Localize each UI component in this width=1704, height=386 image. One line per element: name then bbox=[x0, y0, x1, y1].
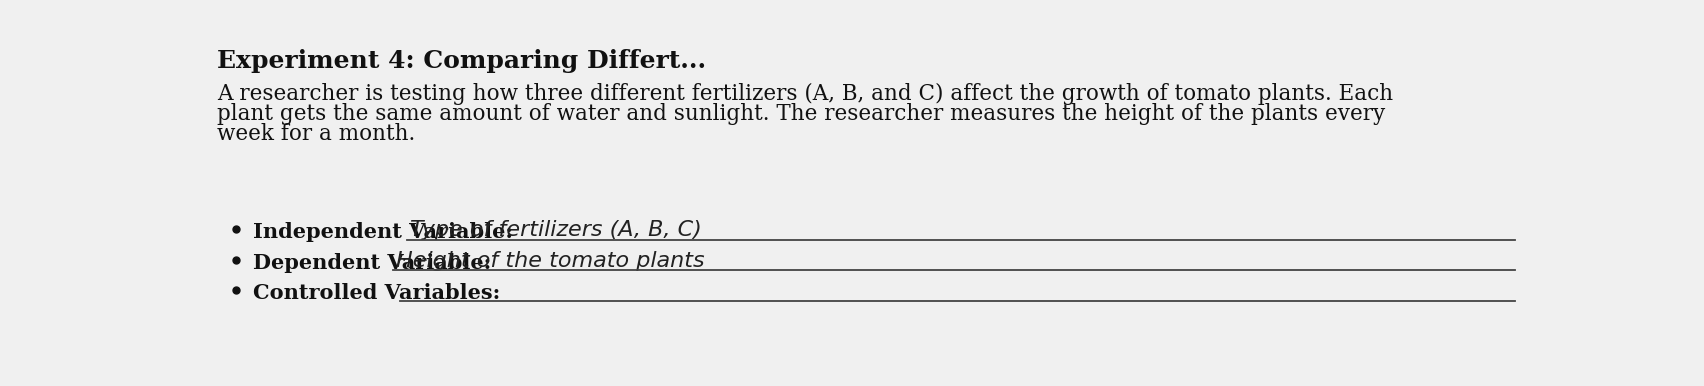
Text: week for a month.: week for a month. bbox=[216, 123, 416, 145]
Text: Independent Variable:: Independent Variable: bbox=[254, 222, 520, 242]
Text: Dependent Variable:: Dependent Variable: bbox=[254, 253, 499, 273]
Text: Type of fertilizers (A, B, C): Type of fertilizers (A, B, C) bbox=[411, 220, 702, 240]
Text: A researcher is testing how three different fertilizers (A, B, and C) affect the: A researcher is testing how three differ… bbox=[216, 83, 1392, 105]
Text: Controlled Variables:: Controlled Variables: bbox=[254, 283, 501, 303]
Text: Experiment 4: Comparing Differt...: Experiment 4: Comparing Differt... bbox=[216, 49, 705, 73]
Text: plant gets the same amount of water and sunlight. The researcher measures the he: plant gets the same amount of water and … bbox=[216, 103, 1385, 125]
Text: Height of the tomato plants: Height of the tomato plants bbox=[395, 251, 704, 271]
